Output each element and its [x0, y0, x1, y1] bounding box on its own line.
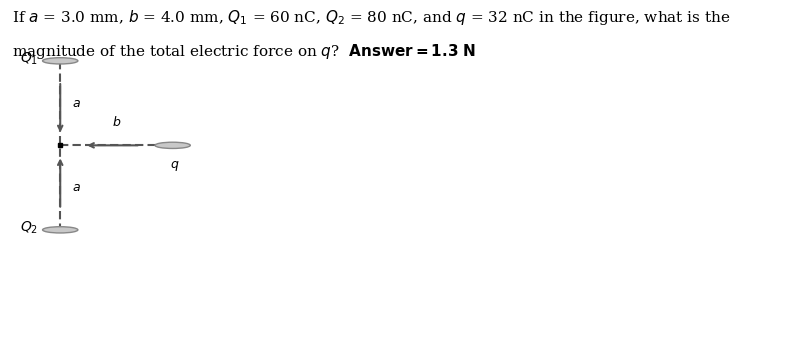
Text: If $a$ = 3.0 mm, $b$ = 4.0 mm, $Q_1$ = 60 nC, $Q_2$ = 80 nC, and $q$ = 32 nC in : If $a$ = 3.0 mm, $b$ = 4.0 mm, $Q_1$ = 6…	[12, 8, 730, 27]
Text: $\mathit{Q}_2$: $\mathit{Q}_2$	[20, 220, 38, 236]
Text: $\mathit{a}$: $\mathit{a}$	[72, 181, 81, 194]
Text: $\mathit{q}$: $\mathit{q}$	[170, 159, 180, 173]
Text: magnitude of the total electric force on $q$?  $\mathbf{Answer = 1.3\ N}$: magnitude of the total electric force on…	[12, 42, 476, 61]
Text: $\mathit{a}$: $\mathit{a}$	[72, 97, 81, 110]
Ellipse shape	[43, 58, 78, 64]
Ellipse shape	[155, 142, 190, 148]
Text: $\mathit{Q}_1$: $\mathit{Q}_1$	[20, 51, 38, 67]
Ellipse shape	[43, 227, 78, 233]
Text: $\mathit{b}$: $\mathit{b}$	[111, 115, 121, 129]
